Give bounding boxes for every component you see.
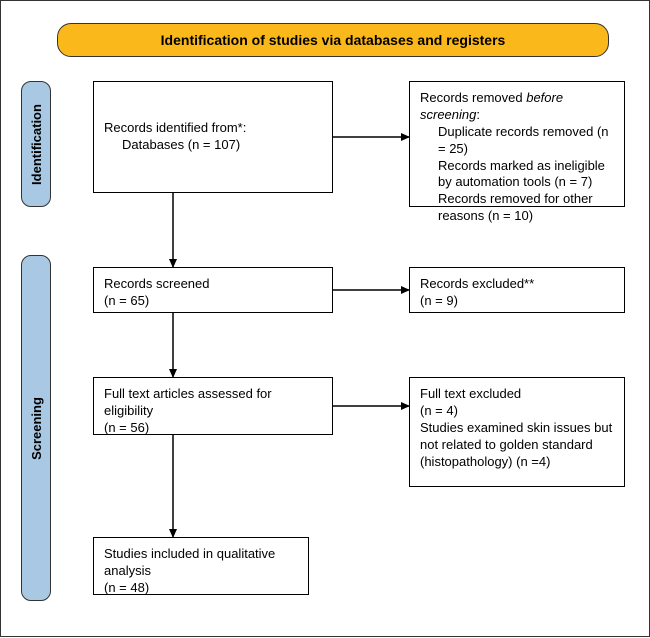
text-line: Records removed before screening: — [420, 90, 614, 124]
box-fulltext-excluded: Full text excluded (n = 4) Studies exami… — [409, 377, 625, 487]
box-records-screened: Records screened (n = 65) — [93, 267, 333, 313]
text-line: Records marked as ineligible by automati… — [420, 158, 614, 192]
text-line: (n = 56) — [104, 420, 322, 437]
box-records-identified: Records identified from*: Databases (n =… — [93, 81, 333, 193]
text-line: Studies examined skin issues but not rel… — [420, 420, 614, 471]
box-records-excluded: Records excluded** (n = 9) — [409, 267, 625, 313]
box-records-removed: Records removed before screening: Duplic… — [409, 81, 625, 207]
text-line: Studies included in qualitative analysis — [104, 546, 298, 580]
text-line: Duplicate records removed (n = 25) — [420, 124, 614, 158]
text-fragment: : — [476, 107, 480, 122]
text-line: Records screened — [104, 276, 322, 293]
banner-text: Identification of studies via databases … — [161, 32, 506, 48]
text-line: (n = 9) — [420, 293, 614, 310]
prisma-flowchart: Identification of studies via databases … — [0, 0, 650, 637]
text-line: Records identified from*: — [104, 120, 322, 137]
text-line: Full text excluded — [420, 386, 614, 403]
stage-label-identification: Identification — [21, 81, 51, 207]
banner-title: Identification of studies via databases … — [57, 23, 609, 57]
text-line: Databases (n = 107) — [104, 137, 322, 154]
stage-label-text: Identification — [29, 104, 44, 185]
box-studies-included: Studies included in qualitative analysis… — [93, 537, 309, 595]
text-line: Records excluded** — [420, 276, 614, 293]
text-line: (n = 65) — [104, 293, 322, 310]
text-line: Full text articles assessed for eligibil… — [104, 386, 322, 420]
stage-label-text: Screening — [29, 397, 44, 460]
text-fragment: Records removed — [420, 90, 526, 105]
text-line: Records removed for other reasons (n = 1… — [420, 191, 614, 225]
stage-label-screening: Screening — [21, 255, 51, 601]
text-line: (n = 48) — [104, 580, 298, 597]
box-fulltext-assessed: Full text articles assessed for eligibil… — [93, 377, 333, 435]
text-line: (n = 4) — [420, 403, 614, 420]
